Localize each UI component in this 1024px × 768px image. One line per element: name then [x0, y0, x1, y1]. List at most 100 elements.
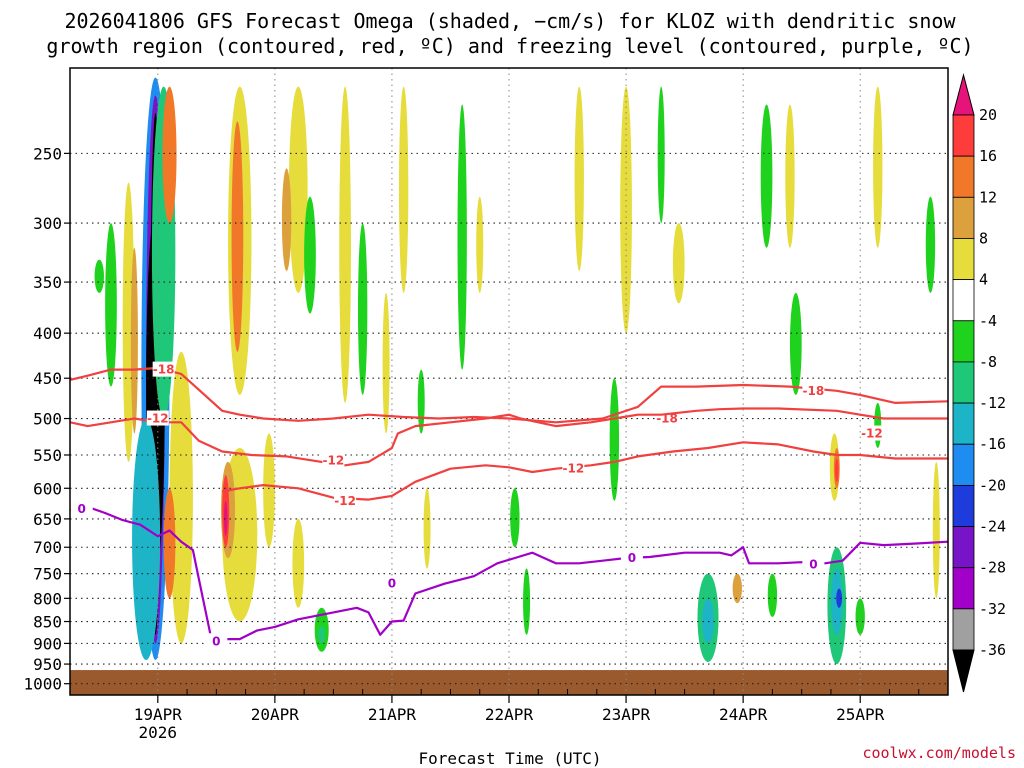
- y-tick-label-950: 950: [33, 655, 62, 674]
- contour-label-bg: [620, 550, 643, 566]
- colorbar-band--8-to--4: [952, 320, 975, 363]
- colorbar-label--32: -32: [979, 600, 1006, 618]
- omega-blob-29: [398, 86, 409, 293]
- contour-label-bg: [322, 452, 345, 468]
- omega-blob-42: [702, 598, 714, 644]
- colorbar-label-16: 16: [979, 147, 997, 165]
- x-tick-label-24APR: 24APR: [719, 705, 768, 724]
- colorbar-band-4-to-8: [952, 238, 975, 281]
- colorbar-label-4: 4: [979, 271, 988, 289]
- x-tick-sublabel: 2026: [139, 723, 178, 742]
- x-axis-title: Forecast Time (UTC): [418, 749, 601, 768]
- contour-minus12-lower: [222, 441, 948, 501]
- omega-blob-55: [874, 402, 882, 448]
- y-tick-label-1000: 1000: [23, 675, 62, 694]
- omega-blob-43: [732, 573, 742, 604]
- omega-blob-57: [925, 196, 936, 293]
- colorbar-label--36: -36: [979, 641, 1006, 659]
- omega-blob-40: [672, 223, 685, 304]
- x-tick-label-21APR: 21APR: [368, 705, 417, 724]
- omega-blob-35: [523, 568, 531, 635]
- omega-blob-53: [835, 458, 839, 482]
- omega-blob-11: [94, 259, 104, 293]
- omega-blob-50: [836, 588, 843, 608]
- omega-blob-20: [288, 86, 308, 293]
- contour-label-freezing-level-4: 0: [809, 557, 817, 571]
- contour-label-minus12-lower-1: -12: [563, 462, 585, 476]
- omega-blob-28: [382, 292, 390, 434]
- omega-blob-56: [873, 86, 883, 248]
- contour-label-bg: [70, 500, 93, 516]
- contour-label-minus12-upper-0: -12: [147, 412, 169, 426]
- x-tick-label-20APR: 20APR: [251, 705, 300, 724]
- omega-blob-54: [855, 598, 865, 635]
- omega-blob-27: [357, 223, 368, 395]
- colorbar-label--28: -28: [979, 559, 1006, 577]
- omega-blob-30: [417, 369, 425, 434]
- omega-blob-22: [304, 196, 316, 314]
- contour-label-bg: [860, 425, 883, 441]
- y-tick-label-900: 900: [33, 634, 62, 653]
- contour-label-bg: [802, 556, 825, 572]
- omega-blob-9: [130, 247, 138, 434]
- omega-blob-18: [231, 121, 244, 352]
- colorbar-label--4: -4: [979, 312, 997, 330]
- y-tick-label-350: 350: [33, 273, 62, 292]
- omega-blob-38: [620, 86, 632, 334]
- colorbar-label-12: 12: [979, 188, 997, 206]
- omega-blob-10: [105, 223, 117, 387]
- y-tick-label-600: 600: [33, 479, 62, 498]
- colorbar-top-arrow: [952, 73, 975, 116]
- credit-label: coolwx.com/models: [862, 744, 1016, 762]
- omega-blob-34: [510, 488, 520, 548]
- x-tick-label-23APR: 23APR: [602, 705, 651, 724]
- omega-blob-26: [339, 86, 351, 403]
- omega-blob-44: [767, 573, 778, 617]
- y-tick-label-250: 250: [33, 144, 62, 163]
- colorbar-band--24-to--20: [952, 484, 975, 527]
- colorbar-band--32-to--28: [952, 567, 975, 610]
- contour-label-freezing-level-0: 0: [78, 502, 86, 516]
- omega-blob-19: [263, 433, 275, 548]
- y-tick-label-400: 400: [33, 324, 62, 343]
- contour-minus12-upper: [70, 407, 948, 467]
- gridlines: [70, 68, 948, 695]
- omega-blob-23: [292, 518, 305, 608]
- omega-blob-39: [657, 86, 665, 224]
- y-tick-label-300: 300: [33, 214, 62, 233]
- colorbar-label--20: -20: [979, 476, 1006, 494]
- colorbar-label--8: -8: [979, 353, 997, 371]
- omega-blob-47: [789, 292, 802, 395]
- colorbar-label--24: -24: [979, 518, 1006, 536]
- colorbar-label--12: -12: [979, 394, 1006, 412]
- omega-shading-layer: [94, 77, 940, 665]
- contour-label-freezing-level-2: 0: [388, 577, 396, 591]
- contour-freezing-level: [70, 505, 948, 641]
- chart-title-line1: 2026041806 GFS Forecast Omega (shaded, −…: [64, 9, 956, 33]
- y-tick-label-500: 500: [33, 410, 62, 429]
- omega-blob-25: [318, 625, 326, 644]
- colorbar-label-20: 20: [979, 106, 997, 124]
- x-tick-label-22APR: 22APR: [485, 705, 534, 724]
- omega-blob-16: [223, 500, 228, 537]
- chart-title-line2: growth region (contoured, red, ºC) and f…: [46, 34, 973, 58]
- y-tick-label-750: 750: [33, 565, 62, 584]
- omega-blob-36: [574, 86, 584, 271]
- contour-label-bg: [334, 492, 357, 508]
- contour-label-minus12-upper-2: -12: [861, 427, 883, 441]
- omega-blob-32: [457, 104, 467, 370]
- omega-blob-37: [609, 378, 620, 501]
- omega-blob-45: [760, 104, 773, 248]
- y-tick-label-450: 450: [33, 369, 62, 388]
- contour-label-minus12-upper-1: -12: [323, 454, 345, 468]
- colorbar-band-8-to-12: [952, 196, 975, 239]
- contour-label-bg: [205, 633, 228, 649]
- omega-blob-7: [163, 488, 176, 599]
- contour-label-bg: [146, 410, 169, 426]
- colorbar-band-12-to-16: [952, 155, 975, 198]
- contour-label-bg: [802, 382, 825, 398]
- y-tick-label-800: 800: [33, 589, 62, 608]
- colorbar-label--16: -16: [979, 435, 1006, 453]
